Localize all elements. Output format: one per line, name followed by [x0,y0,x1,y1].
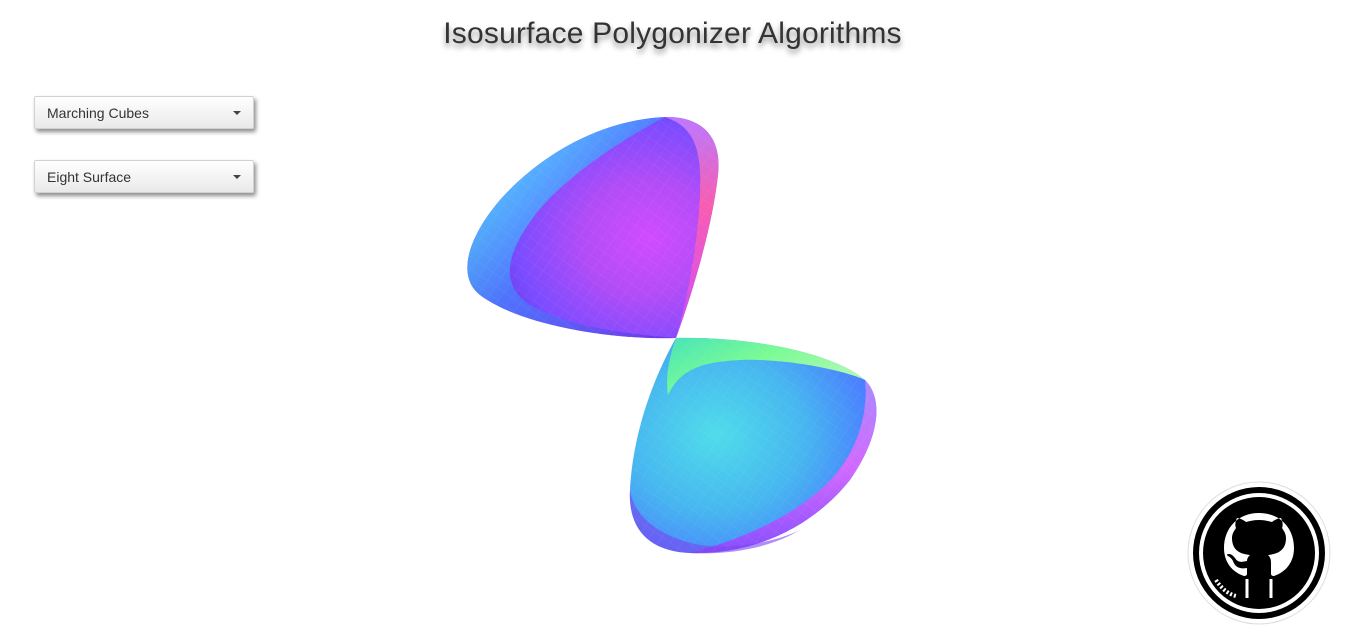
caret-down-icon [233,175,241,179]
surface-select[interactable]: Eight Surface [34,160,254,193]
github-link[interactable] [1186,480,1332,626]
isosurface-bottom-lobe [629,337,877,554]
algorithm-select-value: Marching Cubes [47,105,149,121]
caret-down-icon [233,111,241,115]
github-octocat-icon [1187,481,1331,625]
surface-select-value: Eight Surface [47,169,132,185]
algorithm-select[interactable]: Marching Cubes [34,96,254,129]
isosurface-top-lobe [467,116,719,339]
page-title: Isosurface Polygonizer Algorithms [443,17,902,50]
